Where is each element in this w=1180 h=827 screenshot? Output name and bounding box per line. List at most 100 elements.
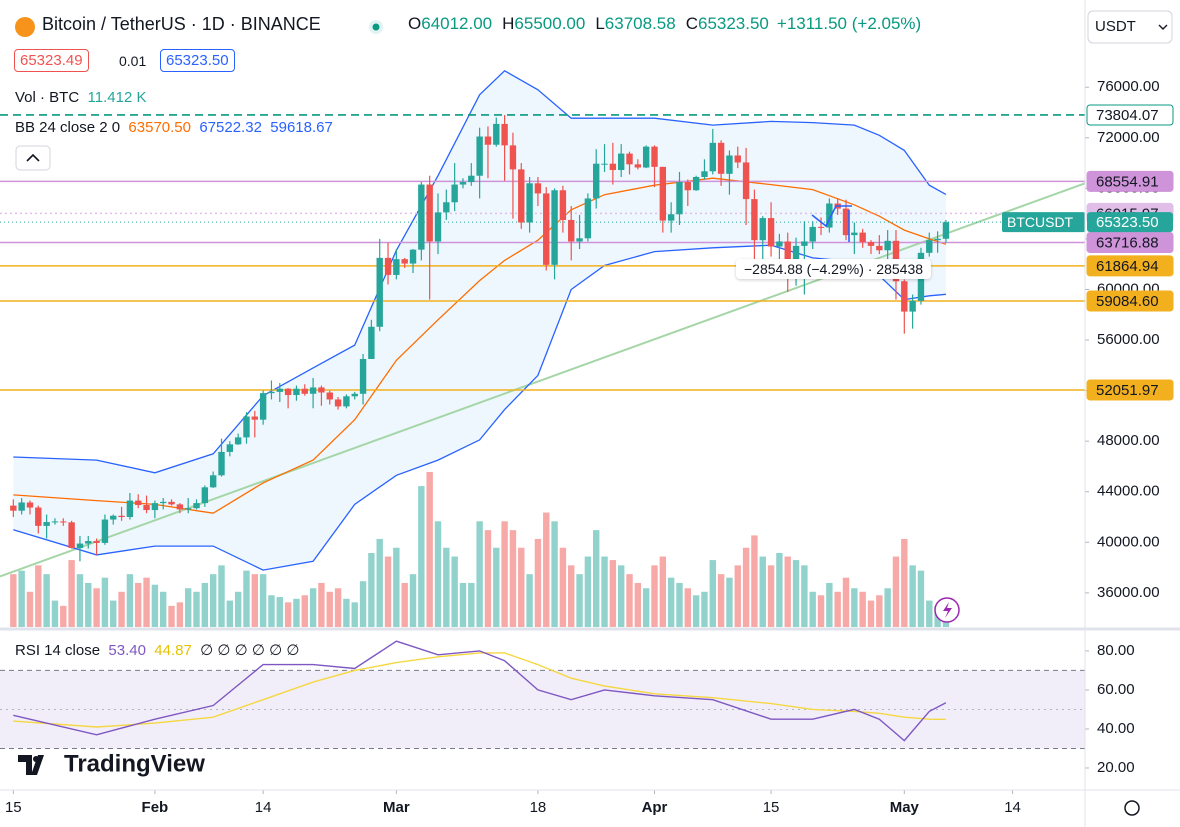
- volume-bar: [767, 565, 775, 627]
- level-label-bg: [1086, 290, 1174, 312]
- rsi-line: [13, 640, 947, 742]
- candle-body: [193, 503, 200, 509]
- candle-body: [68, 522, 75, 548]
- trendline: [0, 182, 1085, 578]
- last-price-label: 65323.50: [1096, 214, 1159, 231]
- rsi-ma-value: 44.87: [154, 642, 192, 659]
- x-tick-label: Feb: [142, 799, 169, 816]
- ohlc-key: L: [595, 14, 605, 33]
- candle-body: [493, 123, 500, 145]
- bb-upper: 67522.32: [199, 119, 262, 136]
- volume-bar: [384, 556, 392, 627]
- level-label: 52051.97: [1096, 382, 1159, 399]
- level-label: 63716.88: [1096, 234, 1159, 251]
- candle-body: [559, 190, 567, 220]
- volume-bar: [826, 582, 833, 627]
- volume-bar: [626, 574, 633, 627]
- candle-body: [359, 359, 367, 394]
- candle-body: [301, 388, 308, 394]
- x-tick-label: 18: [530, 799, 547, 816]
- volume-bar: [426, 472, 433, 627]
- volume-bar: [110, 600, 117, 627]
- last-price-name-bg: [1002, 212, 1085, 233]
- price-pane: [0, 69, 1085, 627]
- candle-body: [551, 190, 558, 265]
- candle-body: [851, 232, 858, 236]
- volume-bar: [776, 553, 783, 627]
- volume-bar: [234, 591, 242, 627]
- level-label: 73804.07: [1096, 107, 1159, 124]
- ohlc-key: C: [685, 14, 698, 33]
- candle-body: [867, 242, 875, 246]
- currency-select[interactable]: [1087, 10, 1173, 44]
- candle-body: [526, 183, 533, 223]
- candle-body: [509, 145, 517, 170]
- candle-body: [326, 392, 333, 400]
- candle-body: [601, 163, 608, 165]
- volume-bar: [584, 556, 592, 627]
- volume-bar: [617, 565, 625, 627]
- settings-icon[interactable]: [1124, 800, 1140, 816]
- candle-body: [160, 501, 167, 504]
- rsi-na: ∅ ∅ ∅ ∅ ∅ ∅: [200, 642, 300, 659]
- candle-body: [634, 164, 642, 168]
- candle-body: [343, 396, 350, 407]
- x-tick-label: 14: [1004, 799, 1021, 816]
- volume-bar: [551, 521, 558, 627]
- volume-bar: [101, 577, 109, 627]
- candle-body: [751, 199, 758, 241]
- currency-label[interactable]: USDT: [1095, 18, 1136, 35]
- volume-bar: [51, 600, 59, 627]
- volume-bar: [68, 560, 75, 627]
- volume-bar: [326, 591, 333, 627]
- y-tick-label: 72000.00: [1097, 129, 1160, 146]
- volume-bar: [926, 600, 933, 627]
- collapse-button[interactable]: [15, 145, 51, 171]
- volume-bar: [284, 602, 292, 627]
- candle-body: [543, 193, 550, 265]
- volume-bar: [759, 556, 766, 627]
- ask-box[interactable]: 65323.50: [160, 49, 235, 72]
- spread: 0.01: [119, 53, 147, 69]
- ohlc-header: O64012.00 H65500.00 L63708.58 C65323.50 +131…: [408, 14, 921, 34]
- bb-fill: [13, 70, 946, 571]
- rsi-y-tick-label: 60.00: [1097, 681, 1135, 698]
- ohlc-value: 64012.00: [421, 14, 493, 33]
- volume-bar: [543, 512, 550, 627]
- x-tick-label: Mar: [383, 799, 410, 816]
- volume-bar: [35, 565, 42, 627]
- volume-bar: [209, 574, 217, 627]
- candle-body: [501, 123, 508, 146]
- candle-body: [135, 500, 142, 506]
- volume-bar: [518, 547, 525, 627]
- candle-body: [842, 208, 850, 236]
- candle-body: [876, 245, 883, 251]
- candle-body: [926, 240, 933, 253]
- candle-body: [401, 259, 408, 264]
- level-label: 61864.94: [1096, 258, 1159, 275]
- logo-mark: [18, 755, 44, 775]
- volume-bar: [359, 581, 367, 627]
- candle-body: [759, 218, 766, 241]
- volume-bar: [642, 588, 650, 627]
- y-tick-label: 40000.00: [1097, 533, 1160, 550]
- volume-bar: [293, 598, 300, 627]
- candle-body: [642, 146, 650, 168]
- candle-body: [293, 388, 300, 396]
- volume-bar: [151, 584, 159, 627]
- volume-bar: [917, 570, 925, 627]
- candle-body: [459, 182, 467, 185]
- candle-body: [93, 541, 100, 543]
- volume-bar: [193, 591, 200, 627]
- candle-body: [617, 153, 625, 171]
- change: +1311.50 (+2.05%): [776, 14, 922, 33]
- bid-box[interactable]: 65323.49: [14, 49, 89, 72]
- volume-bar: [334, 588, 342, 627]
- volume-bar: [143, 577, 150, 627]
- bb-title: BB 24 close 2 0: [15, 119, 121, 136]
- candle-body: [226, 444, 234, 452]
- candle-body: [676, 182, 683, 215]
- volume-bar: [85, 582, 92, 627]
- candle-body: [384, 257, 392, 275]
- volume-bar: [884, 588, 891, 627]
